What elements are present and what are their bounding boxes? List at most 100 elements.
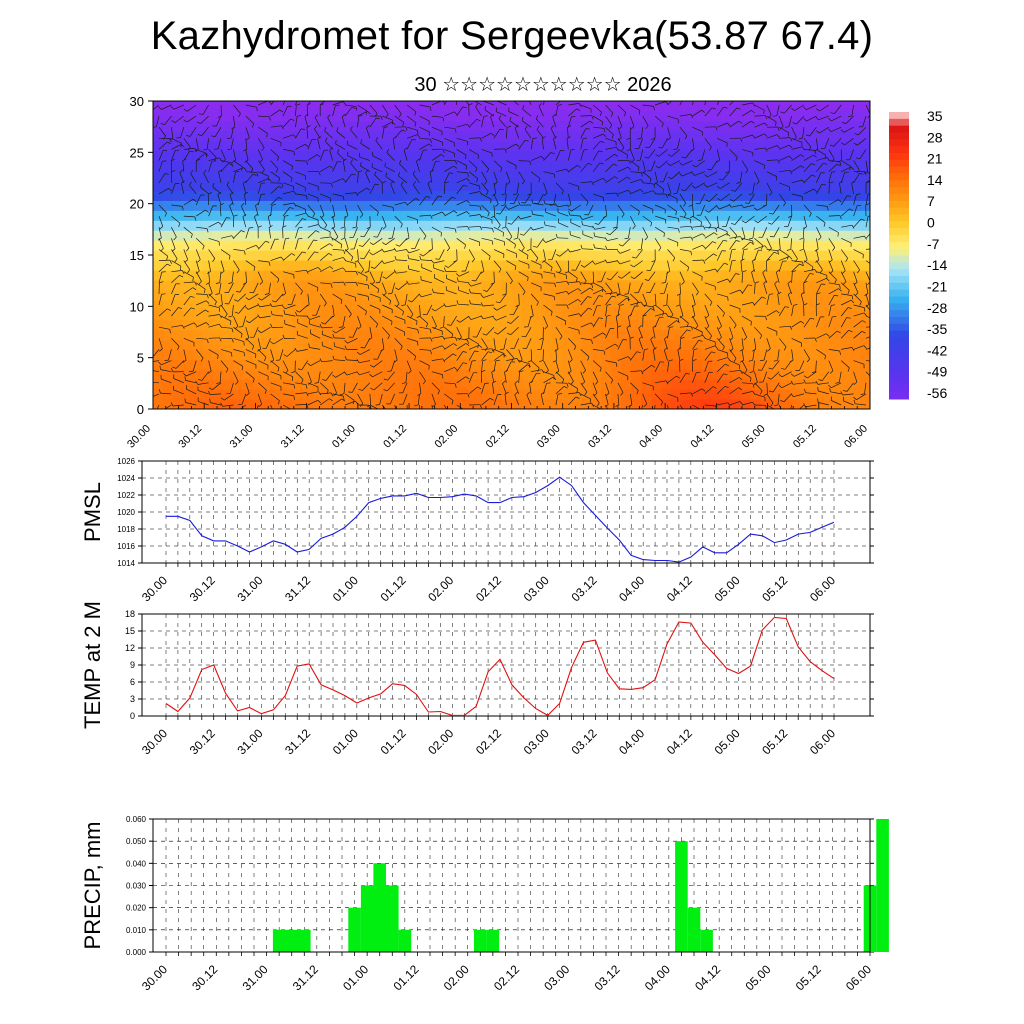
heatmap-cell — [481, 210, 493, 221]
wind-barb — [557, 237, 569, 239]
wind-barb — [345, 192, 357, 195]
wind-barb — [641, 127, 644, 139]
wind-barb-flag — [212, 182, 215, 187]
wind-barb-flag — [522, 291, 526, 296]
wind-barb-flag — [282, 293, 286, 297]
heatmap-cell — [372, 140, 383, 152]
wind-barb — [722, 171, 730, 181]
wind-barb — [568, 299, 578, 306]
heatmap-cell — [790, 230, 801, 241]
heatmap-cell — [192, 289, 204, 301]
heatmap-cell — [860, 309, 870, 321]
heatmap-cell — [272, 269, 284, 281]
heatmap-cell — [840, 329, 851, 341]
wind-barb — [195, 238, 205, 247]
wind-barb — [741, 120, 752, 128]
heatmap-cell — [232, 190, 244, 201]
heatmap-cell — [521, 220, 533, 231]
wind-barb — [491, 371, 495, 383]
wind-barb-flag — [293, 151, 295, 156]
wind-barb-flag — [690, 148, 695, 152]
wind-barb — [704, 241, 713, 250]
wind-barb — [580, 337, 592, 341]
heatmap-cell — [362, 180, 373, 192]
wind-barb-flag — [190, 169, 194, 174]
heatmap-cell — [780, 259, 791, 271]
wind-barb-flag — [314, 114, 318, 118]
wind-barb — [196, 300, 207, 306]
heatmap-cell — [501, 160, 513, 172]
heatmap-cell — [252, 200, 264, 211]
wind-barb — [692, 126, 703, 132]
wind-barb-flag — [519, 233, 524, 236]
wind-barb-flag — [506, 181, 511, 185]
wind-barb-flag — [302, 218, 307, 221]
wind-barb-flag — [344, 355, 347, 361]
heatmap-cell — [621, 349, 632, 360]
heatmap-cell — [581, 289, 592, 301]
heatmap-cell — [820, 180, 831, 192]
heatmap-cell — [790, 359, 801, 370]
heatmap-cell — [471, 240, 483, 251]
wind-barb — [233, 326, 243, 335]
wind-barb — [592, 193, 604, 198]
heatmap-cell — [431, 200, 443, 211]
wind-barb — [321, 326, 333, 329]
wind-barb-flag — [160, 123, 165, 126]
wind-barb-flag — [219, 337, 222, 342]
heatmap-cell — [392, 369, 403, 380]
wind-barb-flag — [501, 193, 506, 196]
heatmap-cell — [461, 329, 473, 341]
wind-barb-flag — [360, 161, 362, 166]
heatmap-cell — [750, 349, 762, 360]
wind-barb-flag — [628, 160, 631, 165]
wind-barb-flag — [491, 240, 494, 245]
heatmap-cell — [680, 369, 692, 380]
wind-barb-flag — [234, 410, 237, 412]
wind-barb-flag — [466, 211, 470, 215]
heatmap-cell — [820, 329, 831, 341]
wind-barb-flag — [426, 195, 431, 198]
heatmap-cell — [401, 140, 413, 152]
heatmap-cell — [621, 210, 632, 221]
wind-barb — [249, 315, 259, 324]
wind-barb-flag — [589, 282, 594, 285]
wind-barb — [633, 260, 643, 268]
heatmap-cell — [392, 339, 403, 350]
heatmap-cell — [640, 160, 652, 172]
heatmap-cell — [820, 349, 831, 360]
heatmap-cell — [481, 130, 493, 142]
heatmap-cell — [232, 329, 244, 341]
heatmap-cell — [172, 220, 184, 231]
wind-barb — [427, 183, 433, 195]
heatmap-cell — [581, 379, 592, 390]
heatmap-cell — [511, 339, 523, 350]
wind-barb — [195, 249, 201, 260]
heatmap-cell — [382, 349, 393, 360]
heatmap-cell — [800, 240, 811, 251]
heatmap-cell — [153, 210, 164, 221]
wind-barb — [609, 226, 619, 236]
wind-barb — [639, 149, 644, 161]
wind-barb — [518, 249, 529, 256]
wind-barb — [667, 320, 677, 328]
heatmap-cell — [790, 349, 801, 360]
heatmap-cell — [252, 190, 264, 201]
wind-barb-flag — [610, 379, 614, 384]
wind-barb — [679, 225, 691, 228]
wind-barb-flag — [637, 167, 640, 172]
wind-barb — [334, 359, 346, 361]
heatmap-cell — [740, 299, 752, 311]
wind-barb-flag — [169, 138, 172, 143]
heatmap-cell — [700, 379, 712, 390]
wind-barb — [324, 130, 333, 139]
heatmap-cell — [780, 250, 791, 261]
wind-barb-flag — [366, 125, 370, 129]
wind-barb-flag — [727, 357, 731, 362]
wind-barb — [530, 360, 540, 369]
wind-barb — [582, 248, 594, 250]
heatmap-cell — [800, 279, 811, 291]
wind-barb-flag — [527, 360, 532, 363]
wind-barb-flag — [542, 239, 546, 243]
heatmap-cell — [591, 101, 602, 112]
